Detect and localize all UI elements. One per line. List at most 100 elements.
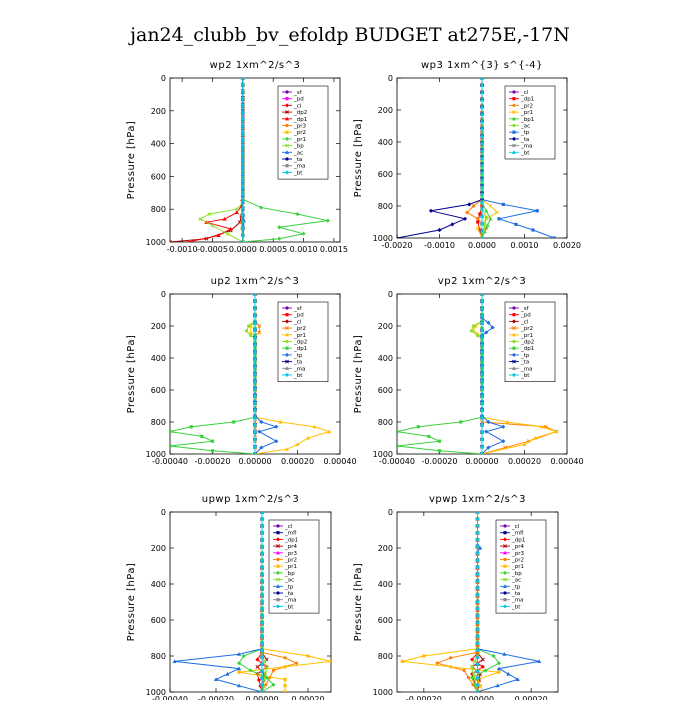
data-point xyxy=(480,401,484,405)
legend-entry: _pd xyxy=(520,313,531,319)
data-point xyxy=(253,357,257,362)
data-point xyxy=(480,365,484,369)
legend-marker xyxy=(511,150,517,154)
legend-marker xyxy=(284,366,290,370)
data-point xyxy=(475,512,480,515)
legend-marker xyxy=(502,584,508,588)
data-point xyxy=(312,424,317,429)
data-point xyxy=(253,430,257,434)
data-point xyxy=(301,231,306,236)
legend-entry: _pr2 xyxy=(293,326,306,332)
chart-panel: up2 1xm^2/s^3 Pressure [hPa] 0 200 400 600 800… xyxy=(126,276,357,466)
data-point xyxy=(170,240,172,242)
data-point xyxy=(277,236,282,241)
legend-entry: _tp xyxy=(293,353,303,359)
legend-marker xyxy=(284,170,290,175)
data-point xyxy=(501,424,506,429)
data-point xyxy=(486,445,491,450)
series-line xyxy=(188,78,244,242)
y-tick-label: 1000 xyxy=(373,234,393,243)
legend-entry: _bp1 xyxy=(520,117,534,123)
legend-marker xyxy=(512,346,516,350)
y-axis-label: Pressure [hPa] xyxy=(126,121,137,200)
data-point xyxy=(262,659,267,664)
data-point xyxy=(480,372,484,376)
data-point xyxy=(210,223,215,228)
y-axis-label: Pressure [hPa] xyxy=(353,119,364,198)
x-tick-label: -0.00020 xyxy=(195,457,231,466)
x-tick-label: -0.00020 xyxy=(198,695,234,700)
chart-panel: vp2 1xm^2/s^3 Pressure [hPa] 0 200 400 600 800… xyxy=(353,276,584,466)
data-point xyxy=(437,449,442,453)
x-tick-label: 0.00000 xyxy=(238,457,271,466)
data-point xyxy=(222,216,227,221)
x-tick-label: -0.0020 xyxy=(382,241,413,250)
legend-entry: _dp2 xyxy=(293,340,307,346)
legend-marker xyxy=(512,130,516,134)
data-point xyxy=(240,110,245,115)
data-point xyxy=(397,430,399,434)
data-point xyxy=(240,192,245,197)
legend-marker xyxy=(512,90,516,94)
series-group xyxy=(400,512,542,692)
data-point xyxy=(479,148,485,153)
x-tick-label: 0.00000 xyxy=(465,457,498,466)
data-point xyxy=(479,155,485,160)
y-tick-label: 0 xyxy=(388,508,393,517)
y-tick-label: 800 xyxy=(378,652,393,661)
legend-marker xyxy=(284,352,290,357)
data-point xyxy=(259,516,265,522)
series-group xyxy=(397,78,556,238)
legend-marker xyxy=(511,103,517,108)
legend-marker xyxy=(285,339,289,344)
data-point xyxy=(283,665,287,669)
data-point xyxy=(475,530,480,535)
data-point xyxy=(240,212,245,217)
legend-marker xyxy=(276,524,280,528)
x-tick-label: -0.0010 xyxy=(167,245,198,254)
legend-marker xyxy=(503,557,507,562)
legend-entry: _ma xyxy=(520,144,532,150)
y-tick-label: 1000 xyxy=(146,238,166,247)
data-point xyxy=(329,659,331,663)
data-point xyxy=(259,641,265,646)
legend-marker xyxy=(276,591,280,595)
data-point xyxy=(236,666,242,671)
data-point xyxy=(253,372,257,376)
data-point xyxy=(480,321,484,325)
legend-marker xyxy=(503,531,507,535)
data-point xyxy=(259,627,265,632)
data-point xyxy=(244,329,249,333)
data-point xyxy=(259,634,265,639)
data-point xyxy=(479,206,485,211)
plot-frame xyxy=(169,511,332,693)
data-point xyxy=(480,236,484,238)
legend-entry: _ta xyxy=(293,157,302,163)
data-point xyxy=(470,664,475,669)
data-point xyxy=(449,665,453,669)
x-tick-label: -0.0005 xyxy=(197,245,228,254)
data-point xyxy=(259,445,264,450)
legend-entry: _dp1 xyxy=(511,537,525,543)
data-point xyxy=(478,212,482,216)
series-group xyxy=(397,294,559,454)
legend-entry: _ta xyxy=(511,591,520,597)
chart-title: vpwp 1xm^2/s^3 xyxy=(429,494,526,505)
series-line xyxy=(397,294,483,454)
data-point xyxy=(476,220,480,224)
data-point xyxy=(471,203,476,209)
data-point xyxy=(253,379,257,383)
legend-entry: _dp2 xyxy=(520,340,534,346)
data-point xyxy=(475,682,480,688)
data-point xyxy=(240,164,245,169)
data-point xyxy=(259,599,265,605)
data-point xyxy=(484,429,489,434)
y-axis-label: Pressure [hPa] xyxy=(353,563,364,642)
legend-entry: _dp1 xyxy=(293,117,307,123)
data-point xyxy=(240,130,245,135)
legend-marker xyxy=(511,332,517,337)
legend-entry: _pr3 xyxy=(284,551,298,557)
data-point xyxy=(248,330,253,334)
legend-entry: _cl xyxy=(284,524,293,530)
data-point xyxy=(306,435,311,440)
